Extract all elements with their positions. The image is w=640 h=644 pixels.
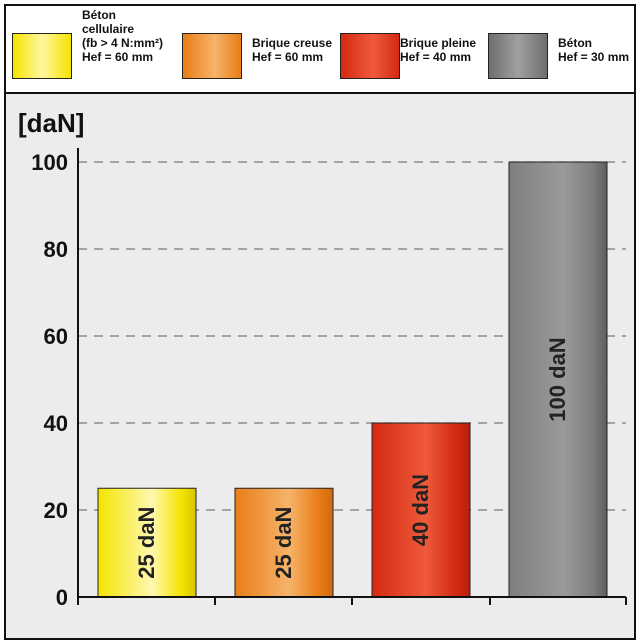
data-label-0: 25 daN xyxy=(134,507,159,579)
bar-3 xyxy=(508,161,608,598)
y-tick-label-80: 80 xyxy=(44,237,68,262)
legend: Béton cellulaire (fb > 4 N:mm²) Hef = 60… xyxy=(6,6,634,94)
bar-2 xyxy=(371,422,471,598)
legend-label-brique-creuse: Brique creuse Hef = 60 mm xyxy=(252,36,333,64)
legend-swatch-beton xyxy=(488,33,548,79)
bar-0 xyxy=(97,487,197,598)
data-label-2: 40 daN xyxy=(408,474,433,546)
legend-label-beton-cellulaire: Béton cellulaire (fb > 4 N:mm²) Hef = 60… xyxy=(82,8,163,64)
bar-1 xyxy=(234,487,334,598)
data-label-1: 25 daN xyxy=(271,507,296,579)
data-label-3: 100 daN xyxy=(545,337,570,421)
y-tick-label-60: 60 xyxy=(44,324,68,349)
y-tick-label-20: 20 xyxy=(44,498,68,523)
legend-label-brique-pleine: Brique pleine Hef = 40 mm xyxy=(400,36,477,64)
y-tick-label-0: 0 xyxy=(56,585,68,610)
y-axis-unit-label: [daN] xyxy=(18,108,85,138)
legend-swatch-brique-creuse xyxy=(182,33,242,79)
y-tick-label-40: 40 xyxy=(44,411,68,436)
legend-swatch-beton-cellulaire xyxy=(12,33,72,79)
legend-swatch-brique-pleine xyxy=(340,33,400,79)
y-tick-label-100: 100 xyxy=(31,150,68,175)
legend-label-beton: Béton Hef = 30 mm xyxy=(558,36,630,64)
